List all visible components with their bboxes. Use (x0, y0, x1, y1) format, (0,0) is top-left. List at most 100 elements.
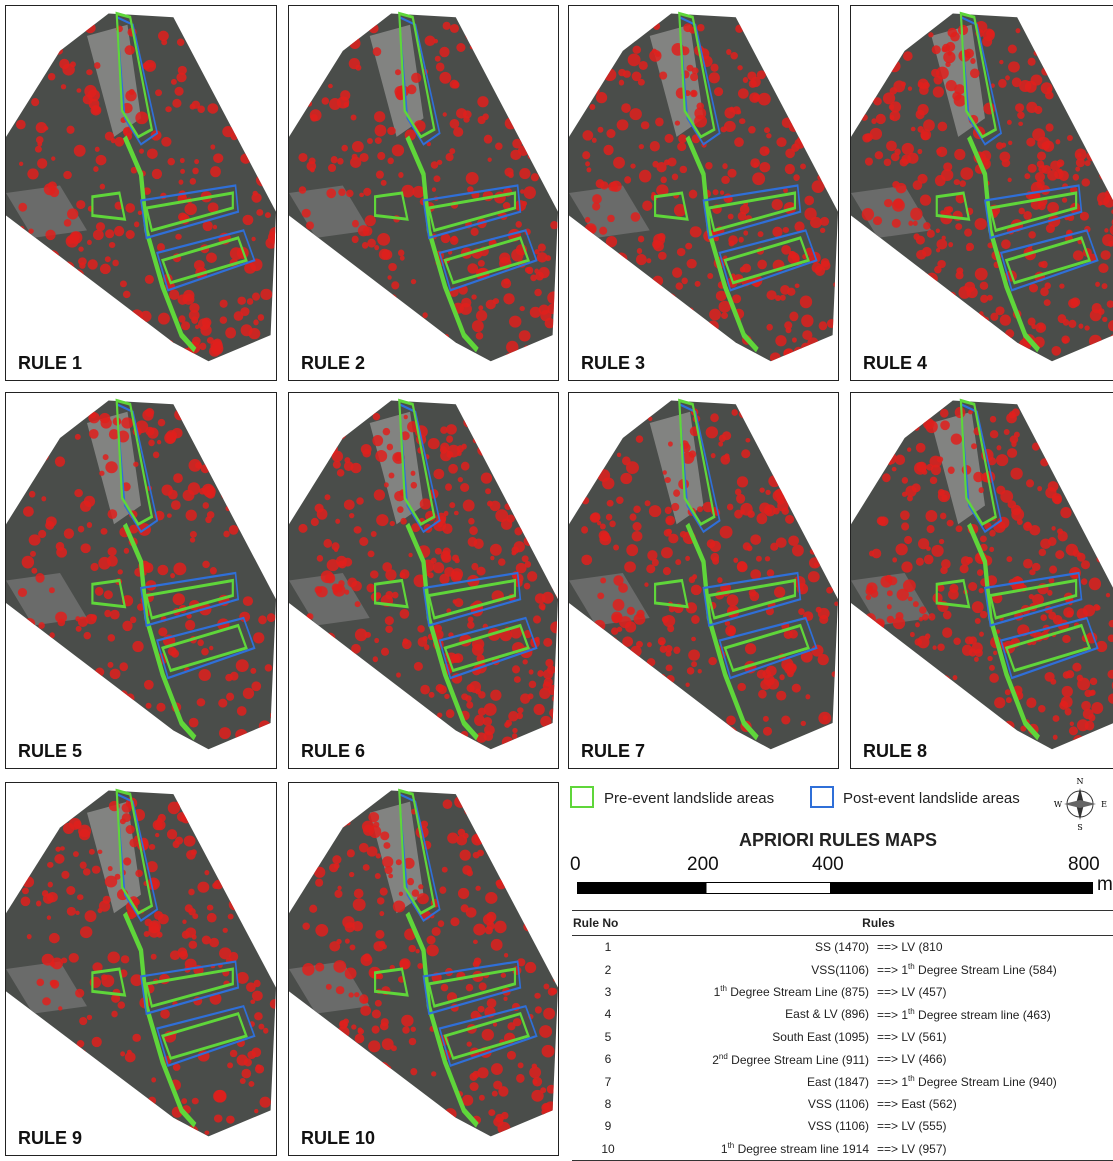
red-cell (891, 62, 895, 66)
red-cell (552, 1117, 558, 1127)
red-cell (31, 568, 37, 574)
red-cell (523, 922, 533, 932)
red-cell (452, 81, 460, 88)
red-cell (407, 85, 417, 95)
red-cell (269, 892, 276, 904)
red-cell (443, 799, 453, 809)
red-cell (907, 655, 920, 668)
red-cell (227, 826, 236, 835)
red-cell (514, 892, 522, 900)
red-cell (492, 1091, 498, 1097)
red-cell (344, 812, 354, 822)
red-cell (1000, 315, 1011, 326)
red-cell (652, 276, 663, 286)
red-cell (887, 444, 892, 449)
red-cell (45, 1088, 54, 1097)
red-cell (444, 511, 449, 516)
red-cell (467, 870, 473, 877)
red-cell (750, 534, 761, 545)
red-cell (431, 558, 437, 564)
red-cell (64, 35, 69, 40)
red-cell (432, 187, 436, 191)
red-cell (213, 153, 223, 163)
red-cell (582, 497, 590, 505)
red-cell (168, 802, 180, 815)
red-cell (501, 973, 506, 978)
red-cell (523, 814, 529, 820)
red-cell (868, 234, 878, 244)
red-cell (902, 143, 914, 155)
red-cell (936, 148, 941, 153)
red-cell (157, 440, 161, 445)
red-cell (352, 236, 359, 243)
red-cell (78, 526, 84, 533)
red-cell (871, 298, 877, 305)
map-panel: RULE 1 (5, 5, 277, 381)
red-cell (212, 844, 222, 854)
red-cell (463, 417, 473, 428)
red-cell (1024, 742, 1035, 753)
red-cell (983, 718, 994, 729)
red-cell (85, 910, 97, 922)
red-cell (314, 1023, 324, 1033)
red-cell (772, 199, 783, 210)
red-cell (507, 1051, 516, 1060)
red-cell (47, 1104, 58, 1115)
red-cell (433, 1120, 444, 1131)
red-cell (739, 410, 748, 418)
red-cell (348, 992, 353, 997)
red-cell (337, 267, 349, 279)
red-cell (1097, 349, 1109, 360)
red-cell (1065, 57, 1075, 67)
red-cell (256, 209, 263, 216)
red-cell (98, 908, 103, 913)
red-cell (491, 819, 498, 826)
red-cell (1070, 722, 1074, 727)
red-cell (119, 662, 128, 671)
red-cell (300, 458, 308, 466)
red-cell (1070, 297, 1080, 307)
red-cell (352, 1087, 364, 1099)
red-cell (79, 726, 87, 734)
red-cell (372, 1026, 380, 1034)
red-cell (960, 564, 969, 573)
red-cell (585, 310, 594, 319)
red-cell (315, 586, 323, 594)
red-cell (990, 313, 998, 321)
red-cell (448, 464, 458, 474)
red-cell (1068, 320, 1076, 328)
red-cell (199, 488, 206, 495)
red-cell (479, 982, 487, 990)
red-cell (916, 110, 925, 120)
red-cell (776, 23, 785, 31)
red-cell (880, 699, 890, 710)
red-cell (501, 803, 506, 808)
red-cell (820, 228, 825, 233)
red-cell (435, 548, 442, 555)
red-cell (401, 1104, 412, 1114)
red-cell (941, 559, 951, 569)
red-cell (927, 230, 935, 238)
red-cell (202, 561, 210, 569)
red-cell (91, 563, 99, 571)
red-cell (337, 1026, 349, 1038)
red-cell (866, 68, 877, 78)
red-cell (613, 599, 625, 611)
red-cell (449, 1123, 461, 1135)
red-cell (48, 73, 56, 80)
red-cell (375, 1000, 382, 1007)
red-cell (942, 236, 946, 240)
red-cell (21, 443, 31, 453)
red-cell (932, 45, 941, 54)
red-cell (717, 577, 722, 583)
red-cell (923, 222, 931, 229)
red-cell (449, 502, 455, 508)
red-cell (658, 252, 667, 260)
red-cell (1040, 539, 1051, 550)
red-cell (827, 508, 831, 513)
red-cell (974, 657, 979, 662)
red-cell (1037, 433, 1045, 441)
red-cell (375, 873, 381, 879)
red-cell (1083, 36, 1093, 46)
red-cell (954, 332, 963, 341)
